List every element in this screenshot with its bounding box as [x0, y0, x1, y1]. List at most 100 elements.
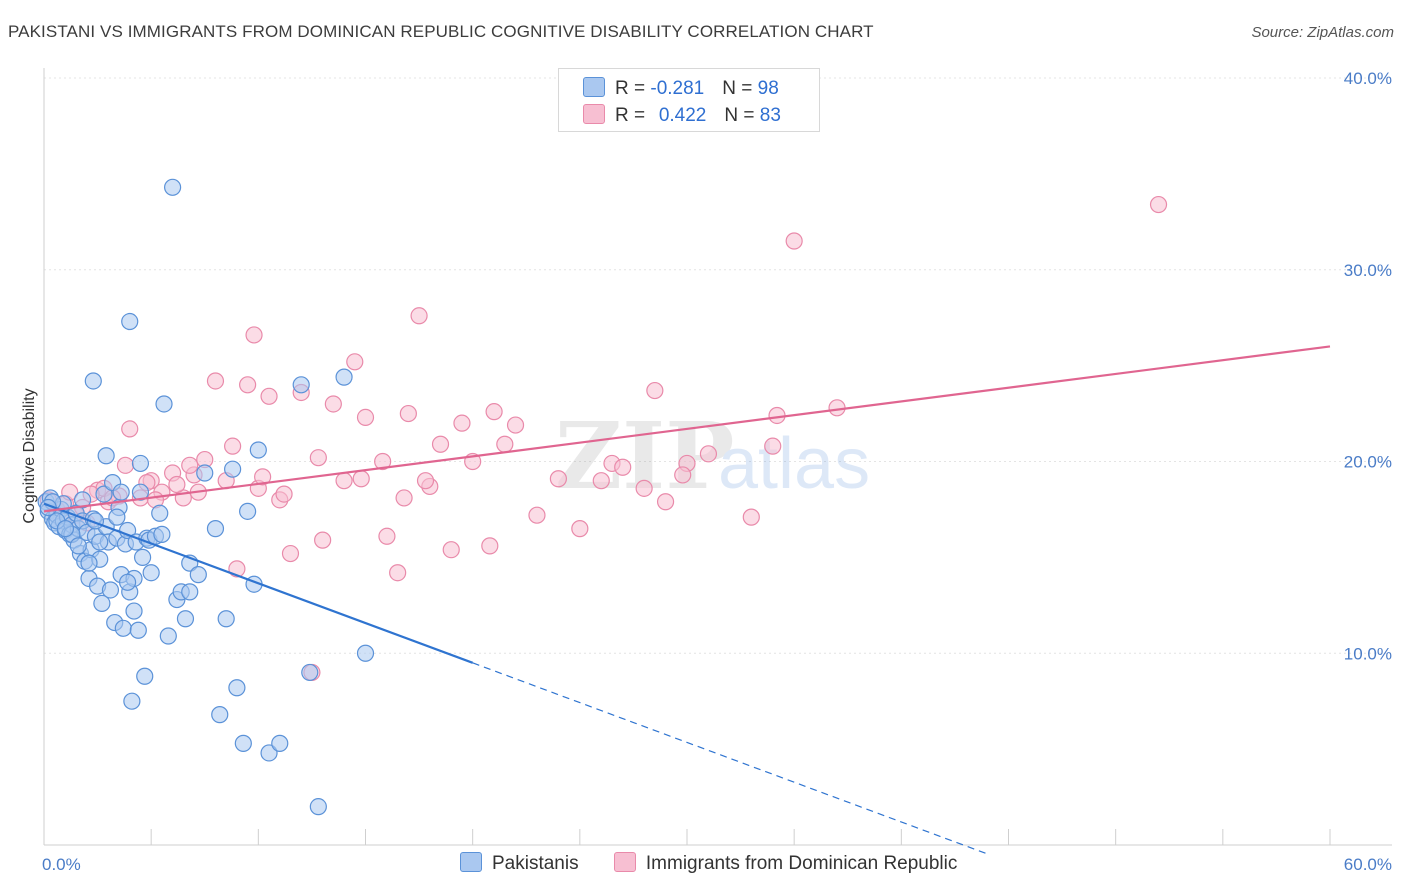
dominican-point — [239, 376, 257, 394]
dominican-point — [614, 458, 632, 476]
y-axis-label: Cognitive Disability — [21, 388, 38, 523]
pakistani-point — [271, 734, 289, 752]
pakistani-point — [176, 610, 195, 628]
pakistani-point — [260, 744, 278, 762]
dominican-point — [116, 456, 135, 474]
pakistani-point — [164, 178, 182, 196]
pakistani-point — [211, 706, 229, 724]
watermark-atlas: atlas — [718, 424, 870, 504]
legend-n-value: 98 — [757, 78, 779, 99]
pakistani-point — [159, 627, 177, 645]
dominican-point — [742, 508, 760, 526]
legend-n-value: 83 — [759, 105, 781, 126]
pakistani-point — [189, 566, 207, 584]
dominican-point — [699, 445, 718, 463]
trend-layer — [43, 345, 1331, 855]
dominican-point — [260, 387, 278, 405]
y-tick-label: 10.0% — [1344, 644, 1392, 663]
pakistani-point — [196, 464, 214, 482]
pakistani-point — [118, 521, 137, 540]
pakistani-point — [114, 619, 132, 637]
dominican-point — [314, 531, 332, 549]
pakistani-point — [101, 581, 120, 599]
dominican-point — [528, 506, 546, 524]
pakistani-point — [309, 798, 327, 816]
pakistani-point — [335, 368, 353, 386]
pakistani-point — [133, 548, 152, 566]
pakistani-point — [356, 644, 375, 662]
dominican-point — [281, 544, 300, 563]
dominican-point — [485, 403, 503, 421]
pakistani-point — [108, 508, 126, 526]
pakistani-point — [151, 504, 169, 522]
pakistani-point — [80, 554, 98, 572]
legend-item-dominican: Immigrants from Dominican Republic — [613, 852, 957, 875]
dominican-point — [346, 353, 364, 371]
legend-r-value: 0.422 — [658, 105, 707, 126]
pakistani-point — [142, 564, 160, 582]
pakistani-point — [249, 441, 267, 459]
dominican-point — [168, 475, 186, 494]
points-layer — [37, 178, 1168, 816]
pakistani-point — [112, 483, 130, 501]
dominican-point — [656, 493, 675, 511]
dominican-point — [224, 437, 242, 455]
dominican-point — [374, 452, 392, 471]
pakistani-point — [129, 621, 147, 639]
pakistani-point — [153, 525, 171, 543]
dominican-point — [324, 395, 342, 413]
source-attribution: Source: ZipAtlas.com — [1251, 24, 1394, 41]
pakistani-point — [131, 483, 150, 501]
x-tick-label: 60.0% — [1344, 855, 1392, 874]
series-legend: Pakistanis Immigrants from Dominican Rep… — [460, 852, 987, 875]
dominican-point — [635, 479, 653, 497]
grid-layer — [44, 77, 1392, 654]
legend-row-pakistanis: R = -0.281 N = 98 — [583, 77, 779, 99]
legend-swatch-pink — [583, 104, 605, 124]
legend-swatch-blue — [460, 852, 482, 872]
dominican-point — [442, 541, 460, 559]
x-tick-label: 0.0% — [42, 855, 81, 874]
legend-swatch-blue — [583, 77, 605, 97]
dominican-point — [121, 420, 139, 438]
dominican-point — [571, 520, 589, 538]
y-tick-label: 40.0% — [1344, 69, 1392, 88]
dominican-point — [254, 468, 272, 486]
legend-r-label: R = — [615, 105, 651, 126]
pakistani-point — [228, 679, 246, 697]
dominican-point — [1149, 195, 1168, 214]
dominican-point — [453, 414, 471, 432]
pakistani-trend-extension — [472, 662, 988, 855]
pakistani-point — [217, 610, 235, 628]
pakistani-point — [292, 376, 310, 394]
pakistani-point — [93, 594, 111, 612]
dominican-point — [356, 408, 375, 426]
chart-title: PAKISTANI VS IMMIGRANTS FROM DOMINICAN R… — [8, 22, 874, 41]
legend-n-label: N = — [722, 78, 758, 99]
dominican-point — [416, 472, 435, 490]
pakistani-point — [206, 520, 225, 538]
dominican-point — [335, 472, 353, 490]
dominican-point — [395, 489, 413, 507]
dominican-point — [181, 456, 199, 474]
pakistani-point — [91, 533, 109, 551]
pakistani-point — [118, 573, 137, 591]
dominican-point — [275, 485, 293, 503]
dominican-point — [496, 435, 514, 453]
dominican-point — [785, 232, 803, 250]
dominican-point — [674, 466, 692, 484]
dominican-trend-line — [43, 345, 1331, 513]
pakistani-point — [181, 583, 199, 601]
dominican-point — [592, 472, 610, 490]
pakistani-point — [155, 395, 173, 413]
dominican-point — [245, 326, 263, 344]
pakistani-point — [123, 692, 141, 710]
axes-layer — [43, 68, 1392, 846]
y-tick-label: 30.0% — [1344, 261, 1392, 280]
pakistani-trend-line — [43, 502, 474, 664]
dominican-point — [410, 307, 428, 325]
legend-item-pakistanis: Pakistanis — [460, 852, 579, 875]
pakistani-point — [301, 663, 319, 682]
dominican-point — [389, 564, 407, 582]
